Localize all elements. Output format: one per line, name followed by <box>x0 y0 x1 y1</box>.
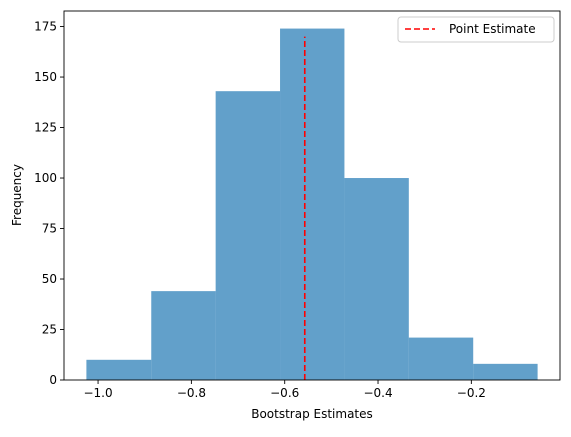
y-tick-label: 175 <box>34 20 57 34</box>
x-axis-label: Bootstrap Estimates <box>251 407 373 421</box>
histogram-bar-5 <box>344 178 409 380</box>
histogram-bar-1 <box>86 359 152 380</box>
histogram-bar-3 <box>215 91 281 381</box>
x-tick-label: −0.6 <box>270 386 299 400</box>
y-axis-ticks: 0 25 50 75 100 125 150 175 <box>34 20 64 387</box>
histogram-bar-6 <box>408 337 474 380</box>
x-tick-label: −0.4 <box>363 386 392 400</box>
legend-label-point-estimate: Point Estimate <box>449 22 536 36</box>
legend: Point Estimate <box>397 16 555 43</box>
histogram-bar-2 <box>151 291 216 380</box>
y-tick-label: 25 <box>42 323 57 337</box>
legend-box <box>397 16 555 43</box>
y-tick-label: 75 <box>42 222 57 236</box>
histogram-bar-7 <box>473 363 538 380</box>
x-tick-label: −1.0 <box>83 386 112 400</box>
y-tick-label: 125 <box>34 121 57 135</box>
y-axis-label: Frequency <box>10 164 24 226</box>
y-tick-label: 0 <box>49 373 57 387</box>
y-tick-label: 100 <box>34 171 57 185</box>
plot-frame <box>63 10 561 381</box>
histogram-bars <box>86 28 538 381</box>
y-tick-label: 50 <box>42 272 57 286</box>
x-axis-ticks: −1.0 −0.8 −0.6 −0.4 −0.2 <box>83 380 486 400</box>
y-tick-label: 150 <box>34 70 57 84</box>
histogram-bar-4 <box>280 28 345 380</box>
x-tick-label: −0.2 <box>457 386 486 400</box>
x-tick-label: −0.8 <box>177 386 206 400</box>
